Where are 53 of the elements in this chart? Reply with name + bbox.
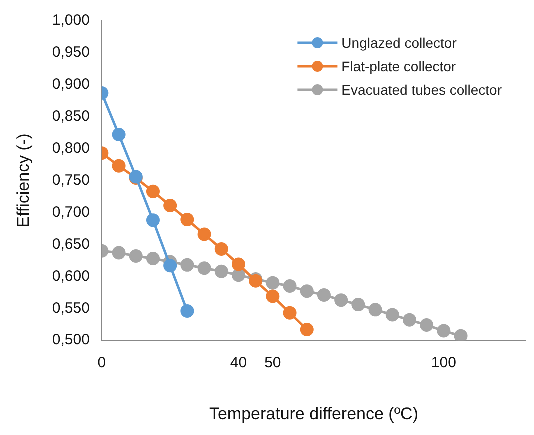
point (146, 214, 160, 228)
legend-label: Evacuated tubes collector (342, 82, 502, 98)
point (402, 313, 416, 327)
point (232, 258, 246, 272)
point (266, 276, 280, 290)
y-tick-label: 0,850 (52, 108, 90, 126)
y-tick-label: 0,650 (52, 236, 90, 253)
point (420, 318, 434, 332)
y-tick-label: 0,950 (52, 44, 90, 62)
legend-label: Flat-plate collector (342, 58, 456, 74)
point (283, 306, 297, 320)
point (112, 128, 126, 142)
point (283, 280, 297, 294)
y-axis-title: Efficiency (-) (14, 134, 33, 228)
point (180, 213, 194, 227)
point (164, 259, 178, 273)
y-tick-label: 0,600 (52, 268, 90, 285)
x-tick-label: 100 (431, 354, 456, 372)
y-tick-label: 0,550 (52, 300, 90, 317)
x-axis-title: Temperature difference (ºC) (209, 404, 418, 424)
point (334, 294, 348, 308)
point (317, 288, 331, 302)
point (454, 329, 468, 341)
legend-label: Unglazed collector (342, 34, 458, 51)
point (198, 262, 212, 276)
point (437, 324, 451, 338)
point (266, 290, 280, 304)
point (214, 264, 228, 278)
y-tick-label: 0,500 (52, 332, 90, 349)
point (164, 198, 178, 212)
point (129, 249, 143, 263)
point (214, 242, 228, 256)
point (386, 308, 400, 322)
point (112, 159, 126, 173)
point (146, 184, 160, 198)
point (352, 298, 366, 312)
x-tick-label: 0 (98, 354, 106, 372)
point (198, 228, 212, 242)
point (146, 252, 160, 266)
point (300, 322, 314, 336)
point (180, 304, 194, 318)
point (112, 246, 126, 260)
y-tick-label: 0,900 (52, 76, 90, 94)
point (300, 284, 314, 298)
point (232, 268, 246, 282)
point (368, 303, 382, 317)
x-tick-label: 50 (264, 354, 282, 372)
y-tick-label: 1,000 (52, 12, 90, 30)
y-tick-label: 0,800 (52, 140, 90, 157)
point (180, 258, 194, 272)
y-tick-label: 0,750 (52, 172, 90, 189)
x-tick-label: 40 (230, 354, 248, 372)
y-tick-label: 0,700 (52, 204, 90, 221)
